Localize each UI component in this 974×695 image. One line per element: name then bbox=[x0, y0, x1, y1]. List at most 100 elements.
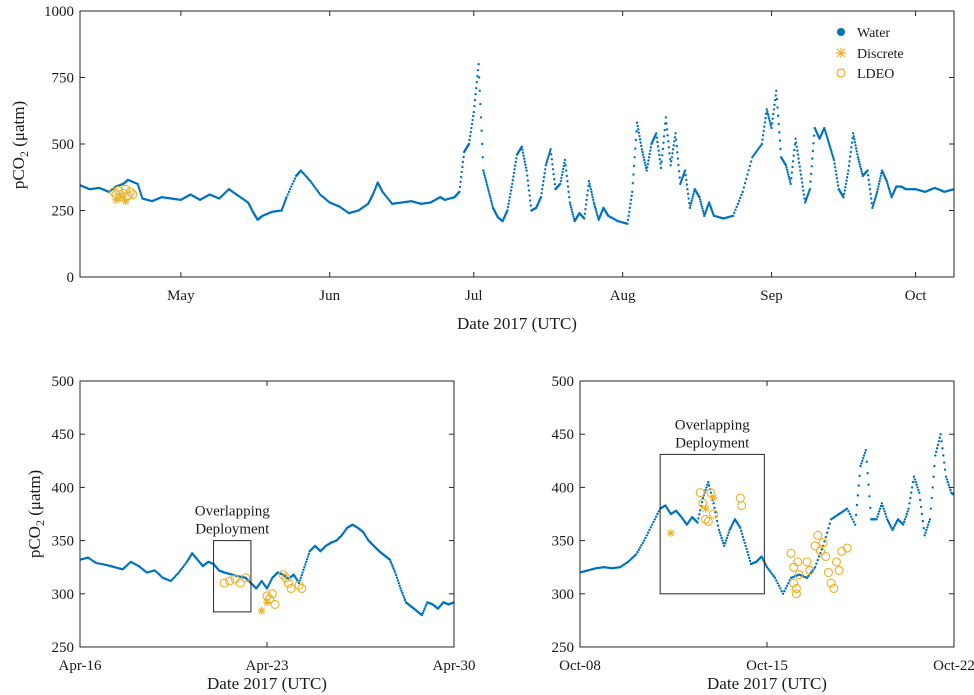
water-point bbox=[94, 561, 98, 565]
water-point bbox=[628, 210, 631, 214]
overlap-label-line2: Deployment bbox=[675, 435, 750, 451]
water-point bbox=[809, 571, 813, 574]
ldeo-point bbox=[834, 565, 844, 575]
water-point bbox=[842, 196, 845, 199]
water-point bbox=[741, 535, 745, 539]
top-chart-frame bbox=[79, 10, 955, 278]
top-chart: 0 250 500 750 1000 May Jun Jul Aug Sep Oct Date 20… bbox=[9, 4, 973, 333]
water-point bbox=[731, 523, 734, 526]
water-point bbox=[780, 589, 783, 593]
water-point bbox=[691, 195, 695, 198]
bottom-left-chart-y-axis-label: pCO2 (μatm) bbox=[25, 470, 47, 558]
water-point bbox=[971, 184, 973, 186]
water-point bbox=[767, 567, 770, 571]
bottom-right-chart: 250 300 350 400 450 500 Oct-08 Oct-15 Oct-22 Dat… bbox=[552, 374, 974, 693]
water-point bbox=[820, 548, 823, 551]
water-point bbox=[553, 178, 556, 181]
water-point bbox=[811, 149, 815, 153]
water-point bbox=[594, 207, 597, 211]
water-point bbox=[626, 218, 630, 222]
water-point bbox=[833, 162, 836, 165]
water-point bbox=[719, 534, 722, 537]
water-point bbox=[565, 169, 568, 172]
water-point bbox=[943, 461, 946, 464]
water-point bbox=[747, 169, 750, 172]
ldeo-point bbox=[294, 580, 304, 590]
water-point bbox=[955, 187, 957, 189]
ldeo-point bbox=[235, 578, 245, 588]
water-point bbox=[510, 186, 513, 189]
water-point bbox=[867, 483, 870, 486]
water-point bbox=[676, 157, 680, 160]
water-point bbox=[139, 191, 142, 195]
water-point bbox=[956, 187, 958, 189]
water-point bbox=[507, 202, 510, 206]
y-tick-label: 400 bbox=[52, 480, 75, 496]
water-point bbox=[523, 157, 526, 160]
water-point bbox=[529, 199, 532, 202]
water-point bbox=[927, 520, 931, 524]
water-point bbox=[861, 459, 864, 462]
ldeo-point bbox=[297, 583, 307, 594]
top-chart-y-axis-label: pCO2 (μatm) bbox=[9, 101, 31, 189]
water-point bbox=[937, 440, 941, 443]
water-point bbox=[138, 190, 142, 193]
water-point bbox=[523, 160, 527, 163]
water-point bbox=[470, 122, 474, 126]
water-point bbox=[757, 147, 760, 151]
water-point bbox=[564, 164, 567, 167]
ldeo-point bbox=[837, 546, 847, 556]
water-point bbox=[590, 190, 593, 194]
water-point bbox=[860, 462, 863, 465]
water-point bbox=[856, 153, 859, 156]
water-point bbox=[701, 209, 705, 213]
water-point bbox=[479, 116, 483, 119]
water-point bbox=[400, 589, 403, 592]
water-point bbox=[776, 114, 780, 117]
water-point bbox=[887, 188, 891, 191]
water-point bbox=[732, 519, 736, 523]
water-point bbox=[778, 131, 781, 134]
water-point bbox=[885, 180, 888, 183]
water-point bbox=[472, 110, 475, 114]
water-point bbox=[568, 196, 571, 199]
water-point bbox=[514, 160, 517, 164]
water-point bbox=[471, 114, 475, 118]
water-point bbox=[734, 208, 737, 212]
water-point bbox=[917, 488, 920, 492]
water-point bbox=[894, 523, 897, 526]
ldeo-point bbox=[219, 578, 229, 588]
water-point bbox=[743, 182, 747, 185]
water-point bbox=[551, 163, 554, 166]
water-point bbox=[631, 190, 634, 194]
water-point bbox=[293, 177, 297, 180]
water-point bbox=[542, 176, 546, 179]
ldeo-point bbox=[735, 493, 745, 503]
water-point bbox=[136, 182, 139, 186]
water-point bbox=[665, 128, 669, 131]
water-point bbox=[638, 138, 642, 141]
y-tick-label: 450 bbox=[52, 427, 75, 443]
water-point bbox=[824, 132, 828, 136]
water-point bbox=[648, 152, 651, 156]
water-point bbox=[589, 188, 593, 191]
water-point bbox=[918, 491, 921, 494]
water-point bbox=[793, 143, 797, 146]
water-point bbox=[509, 189, 513, 192]
water-point bbox=[886, 184, 890, 187]
water-point bbox=[649, 526, 652, 529]
water-point bbox=[960, 186, 962, 188]
water-point bbox=[857, 160, 861, 164]
water-point bbox=[96, 562, 100, 565]
water-point bbox=[881, 504, 884, 508]
water-point bbox=[653, 518, 656, 521]
water-point bbox=[473, 98, 477, 102]
water-point bbox=[481, 156, 484, 159]
water-point bbox=[592, 201, 596, 204]
x-tick-label: Oct-22 bbox=[933, 658, 974, 674]
water-point bbox=[488, 195, 492, 198]
water-point bbox=[645, 169, 648, 172]
water-point bbox=[526, 174, 529, 177]
water-point bbox=[868, 183, 871, 186]
water-point bbox=[309, 180, 312, 183]
